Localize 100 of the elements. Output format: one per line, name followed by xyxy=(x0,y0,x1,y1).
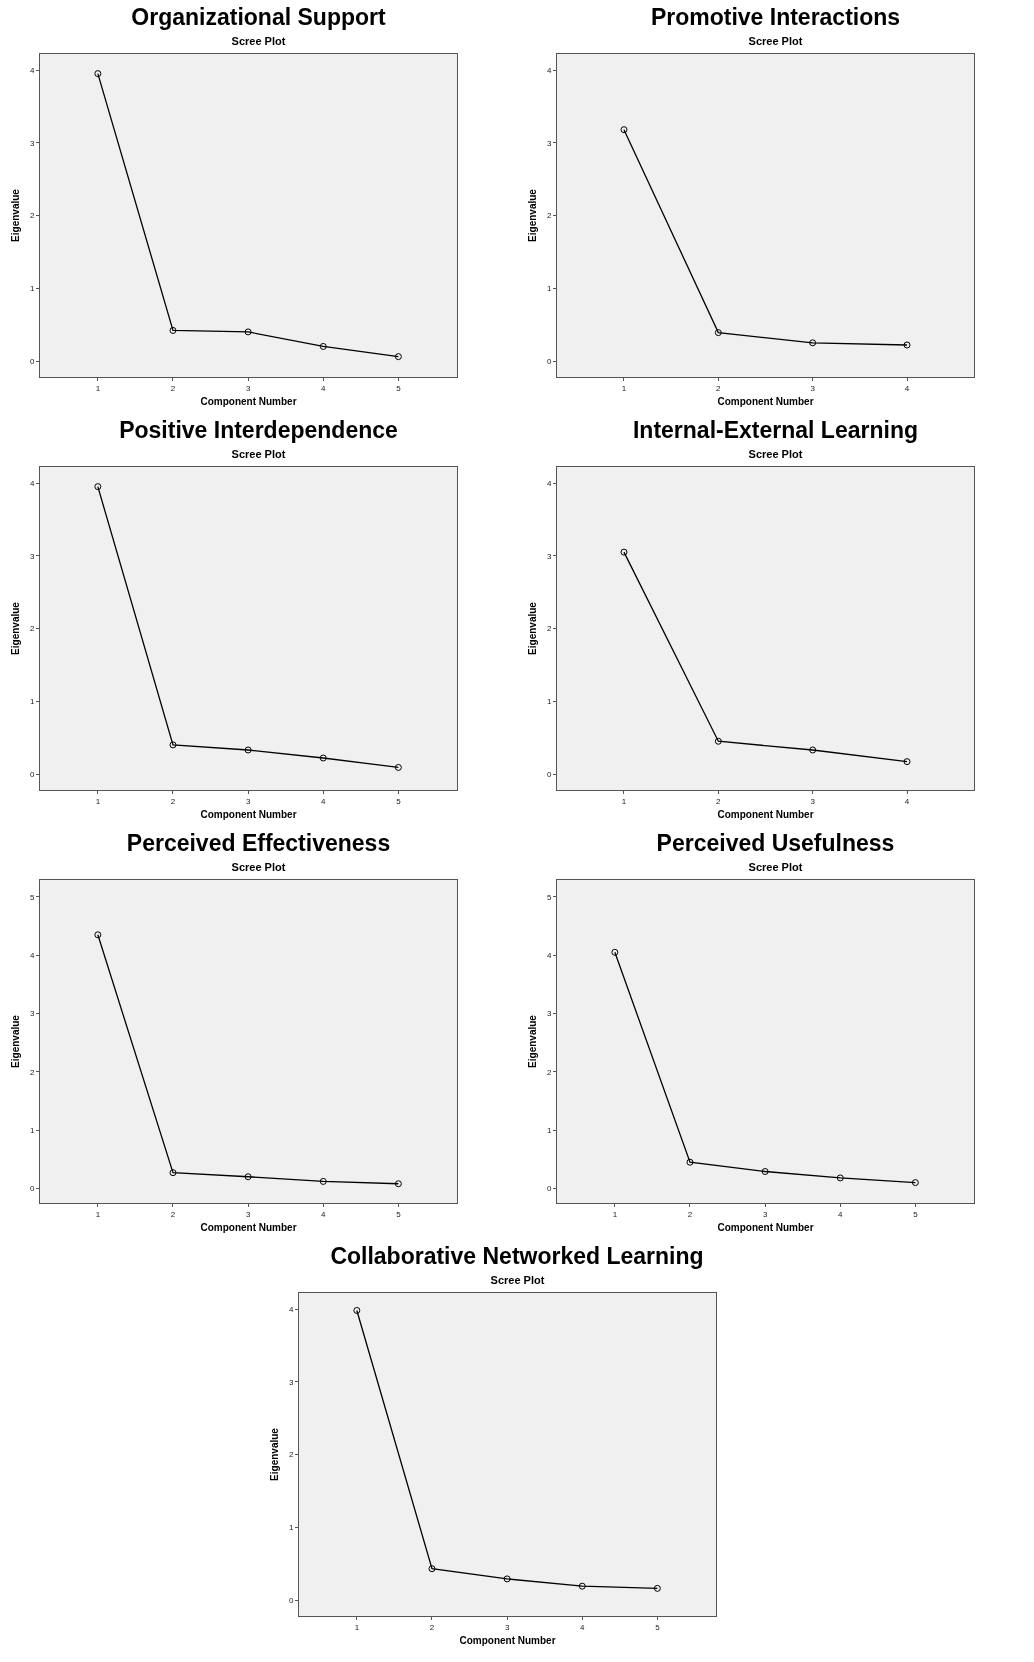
x-tick-label: 2 xyxy=(716,796,722,806)
y-tick-label: 0 xyxy=(29,356,35,366)
chart-title: Collaborative Networked Learning xyxy=(329,1243,705,1271)
x-tick-label: 4 xyxy=(321,796,327,806)
point xyxy=(427,1565,435,1573)
point xyxy=(169,741,177,749)
y-tick-label: 0 xyxy=(546,769,552,779)
y-tick-label: 2 xyxy=(546,211,552,221)
chart-title: Positive Interdependence xyxy=(118,417,399,445)
y-tick-label: 4 xyxy=(546,951,552,961)
point xyxy=(169,1169,177,1177)
y-tick-label: 2 xyxy=(29,211,35,221)
x-tick-label: 4 xyxy=(579,1622,585,1632)
point xyxy=(94,483,102,491)
point xyxy=(578,1582,586,1590)
point xyxy=(809,746,817,754)
y-tick-label: 2 xyxy=(546,1067,552,1077)
y-tick-label: 2 xyxy=(288,1450,294,1460)
x-tick-label: 3 xyxy=(810,796,816,806)
x-tick-label: 5 xyxy=(396,1209,402,1219)
x-tick-label: 2 xyxy=(170,1209,176,1219)
y-tick-label: 2 xyxy=(29,1067,35,1077)
x-tick-label: 3 xyxy=(245,1209,251,1219)
chart-title: Promotive Interactions xyxy=(649,4,902,32)
y-tick-label: 4 xyxy=(29,478,35,488)
x-axis-title: Component Number xyxy=(458,1635,556,1647)
y-axis-title: Eigenvalue xyxy=(268,1427,280,1481)
y-tick-label: 1 xyxy=(546,697,552,707)
y-tick-label: 5 xyxy=(29,892,35,902)
x-axis-title: Component Number xyxy=(200,396,297,408)
point xyxy=(394,1180,402,1188)
chart-subtitle: Scree Plot xyxy=(490,1274,545,1287)
x-axis-title: Component Number xyxy=(717,396,814,408)
y-axis-title: Eigenvalue xyxy=(526,188,538,242)
x-tick-label: 5 xyxy=(913,1209,919,1219)
x-axis-title: Component Number xyxy=(200,1222,297,1234)
x-tick-label: 1 xyxy=(95,383,101,393)
y-tick-label: 4 xyxy=(29,65,35,75)
y-tick-label: 3 xyxy=(546,551,552,561)
point xyxy=(653,1584,661,1592)
x-tick-label: 5 xyxy=(396,383,402,393)
point xyxy=(611,948,619,956)
point xyxy=(94,931,102,939)
y-tick-label: 2 xyxy=(29,624,35,634)
x-tick-label: 2 xyxy=(170,796,176,806)
point xyxy=(903,341,911,349)
y-tick-label: 3 xyxy=(546,1009,552,1019)
x-tick-label: 5 xyxy=(396,796,402,806)
y-tick-label: 4 xyxy=(546,65,552,75)
point xyxy=(761,1168,769,1176)
y-tick-label: 4 xyxy=(288,1304,294,1314)
y-tick-label: 2 xyxy=(546,624,552,634)
point xyxy=(836,1174,844,1182)
chart-title: Perceived Effectiveness xyxy=(125,830,392,858)
point xyxy=(714,737,722,745)
x-tick-label: 4 xyxy=(904,383,910,393)
x-tick-label: 1 xyxy=(621,796,627,806)
point xyxy=(903,758,911,766)
chart-subtitle: Scree Plot xyxy=(748,448,803,461)
x-tick-label: 4 xyxy=(321,383,327,393)
point xyxy=(319,754,327,762)
x-tick-label: 1 xyxy=(612,1209,618,1219)
x-axis-title: Component Number xyxy=(717,809,814,821)
y-tick-label: 0 xyxy=(29,769,35,779)
point xyxy=(394,763,402,771)
y-tick-label: 3 xyxy=(288,1377,294,1387)
x-tick-label: 2 xyxy=(687,1209,693,1219)
point xyxy=(352,1306,360,1314)
y-tick-label: 1 xyxy=(29,697,35,707)
x-tick-label: 5 xyxy=(654,1622,660,1632)
x-tick-label: 2 xyxy=(716,383,722,393)
y-tick-label: 0 xyxy=(288,1595,294,1605)
y-tick-label: 4 xyxy=(29,951,35,961)
x-axis-title: Component Number xyxy=(200,809,297,821)
point xyxy=(244,746,252,754)
x-tick-label: 2 xyxy=(429,1622,435,1632)
x-tick-label: 4 xyxy=(904,796,910,806)
x-tick-label: 1 xyxy=(621,383,627,393)
chart-title: Internal-External Learning xyxy=(632,417,919,445)
point xyxy=(94,70,102,78)
point xyxy=(244,328,252,336)
y-tick-label: 0 xyxy=(29,1184,35,1194)
point xyxy=(620,548,628,556)
point xyxy=(319,342,327,350)
point xyxy=(809,339,817,347)
chart-title: Perceived Usefulness xyxy=(655,830,896,858)
y-tick-label: 1 xyxy=(546,284,552,294)
chart-subtitle: Scree Plot xyxy=(231,448,286,461)
point xyxy=(169,326,177,334)
y-axis-title: Eigenvalue xyxy=(9,1014,21,1068)
y-axis-title: Eigenvalue xyxy=(9,601,21,655)
x-tick-label: 1 xyxy=(95,796,101,806)
x-tick-label: 1 xyxy=(95,1209,101,1219)
y-tick-label: 1 xyxy=(29,284,35,294)
point xyxy=(686,1158,694,1166)
point xyxy=(714,329,722,337)
point xyxy=(503,1575,511,1583)
x-tick-label: 3 xyxy=(245,796,251,806)
y-tick-label: 0 xyxy=(546,1184,552,1194)
y-tick-label: 1 xyxy=(29,1125,35,1135)
